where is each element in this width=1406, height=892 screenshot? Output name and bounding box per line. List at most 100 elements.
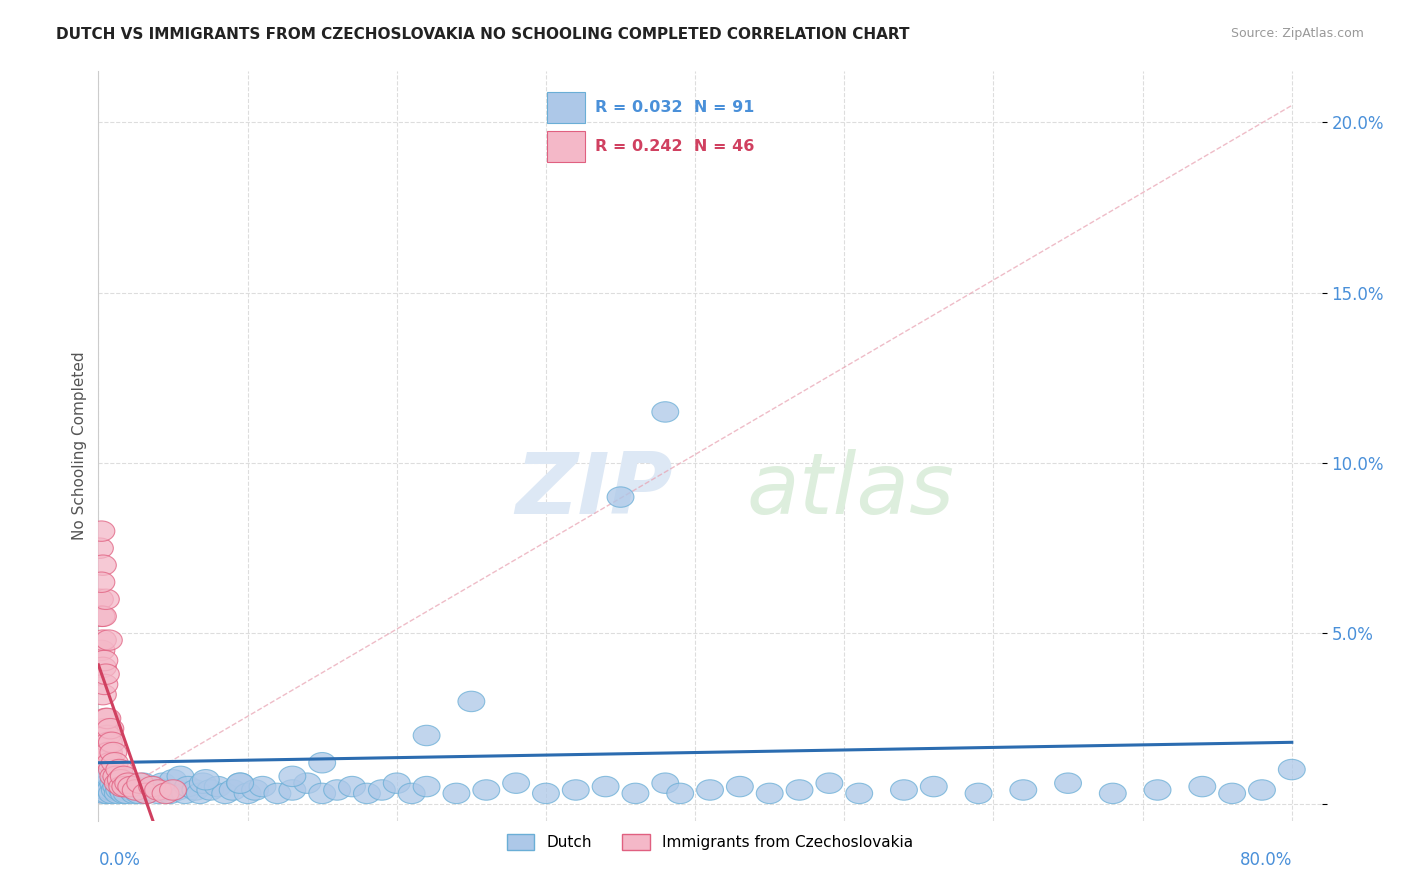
- Ellipse shape: [89, 606, 115, 626]
- Ellipse shape: [93, 664, 120, 684]
- Ellipse shape: [226, 773, 253, 793]
- Ellipse shape: [107, 770, 134, 790]
- Ellipse shape: [226, 773, 253, 793]
- Ellipse shape: [93, 780, 120, 800]
- Ellipse shape: [1249, 780, 1275, 800]
- Text: DUTCH VS IMMIGRANTS FROM CZECHOSLOVAKIA NO SCHOOLING COMPLETED CORRELATION CHART: DUTCH VS IMMIGRANTS FROM CZECHOSLOVAKIA …: [56, 27, 910, 42]
- Ellipse shape: [165, 780, 191, 800]
- Ellipse shape: [592, 776, 619, 797]
- Ellipse shape: [108, 780, 136, 800]
- Ellipse shape: [921, 776, 948, 797]
- Ellipse shape: [607, 487, 634, 508]
- Ellipse shape: [91, 674, 118, 695]
- Ellipse shape: [89, 640, 115, 661]
- Ellipse shape: [121, 783, 148, 804]
- Ellipse shape: [89, 521, 115, 541]
- Ellipse shape: [105, 759, 132, 780]
- Ellipse shape: [139, 776, 166, 797]
- Ellipse shape: [149, 773, 176, 793]
- Ellipse shape: [90, 555, 117, 575]
- Ellipse shape: [696, 780, 724, 800]
- Ellipse shape: [353, 783, 381, 804]
- Ellipse shape: [110, 783, 138, 804]
- Ellipse shape: [104, 783, 131, 804]
- Ellipse shape: [90, 776, 117, 797]
- Ellipse shape: [197, 780, 224, 800]
- Ellipse shape: [187, 783, 214, 804]
- Ellipse shape: [87, 538, 114, 558]
- Ellipse shape: [562, 780, 589, 800]
- Ellipse shape: [398, 783, 425, 804]
- Ellipse shape: [846, 783, 873, 804]
- Ellipse shape: [94, 783, 121, 804]
- Ellipse shape: [533, 783, 560, 804]
- Ellipse shape: [90, 684, 117, 705]
- Text: 80.0%: 80.0%: [1240, 851, 1292, 869]
- Ellipse shape: [235, 783, 262, 804]
- Ellipse shape: [294, 773, 321, 793]
- Ellipse shape: [98, 783, 125, 804]
- Ellipse shape: [107, 766, 134, 787]
- Legend: Dutch, Immigrants from Czechoslovakia: Dutch, Immigrants from Czechoslovakia: [499, 827, 921, 858]
- Ellipse shape: [204, 776, 231, 797]
- Ellipse shape: [339, 776, 366, 797]
- Ellipse shape: [219, 780, 246, 800]
- Ellipse shape: [890, 780, 917, 800]
- Ellipse shape: [100, 773, 127, 793]
- Ellipse shape: [122, 776, 149, 797]
- Ellipse shape: [115, 773, 142, 793]
- Y-axis label: No Schooling Completed: No Schooling Completed: [72, 351, 87, 541]
- Ellipse shape: [1219, 783, 1246, 804]
- Ellipse shape: [93, 589, 120, 609]
- Ellipse shape: [1144, 780, 1171, 800]
- Text: atlas: atlas: [747, 450, 955, 533]
- Ellipse shape: [101, 753, 128, 773]
- Text: ZIP: ZIP: [516, 450, 673, 533]
- Ellipse shape: [93, 708, 120, 729]
- Ellipse shape: [98, 759, 125, 780]
- Ellipse shape: [89, 572, 115, 592]
- Ellipse shape: [96, 742, 122, 763]
- Ellipse shape: [323, 780, 350, 800]
- Ellipse shape: [152, 783, 179, 804]
- Ellipse shape: [110, 766, 138, 787]
- Ellipse shape: [122, 780, 149, 800]
- Ellipse shape: [142, 776, 169, 797]
- Ellipse shape: [94, 725, 121, 746]
- Ellipse shape: [815, 773, 842, 793]
- Ellipse shape: [278, 780, 305, 800]
- Ellipse shape: [115, 773, 142, 793]
- Ellipse shape: [112, 776, 139, 797]
- Ellipse shape: [181, 780, 209, 800]
- Ellipse shape: [413, 776, 440, 797]
- Ellipse shape: [278, 766, 305, 787]
- Ellipse shape: [309, 783, 336, 804]
- Ellipse shape: [786, 780, 813, 800]
- Ellipse shape: [167, 766, 194, 787]
- Ellipse shape: [97, 718, 124, 739]
- Ellipse shape: [652, 773, 679, 793]
- Ellipse shape: [965, 783, 993, 804]
- Ellipse shape: [118, 776, 145, 797]
- Ellipse shape: [1278, 759, 1305, 780]
- Ellipse shape: [87, 589, 114, 609]
- Ellipse shape: [90, 630, 117, 650]
- Ellipse shape: [91, 718, 118, 739]
- Ellipse shape: [443, 783, 470, 804]
- Ellipse shape: [104, 773, 131, 793]
- Ellipse shape: [756, 783, 783, 804]
- Ellipse shape: [103, 766, 129, 787]
- Ellipse shape: [666, 783, 693, 804]
- Ellipse shape: [472, 780, 499, 800]
- Ellipse shape: [132, 783, 160, 804]
- Ellipse shape: [264, 783, 291, 804]
- Ellipse shape: [96, 732, 122, 753]
- Ellipse shape: [172, 783, 198, 804]
- Ellipse shape: [132, 783, 160, 804]
- Ellipse shape: [96, 630, 122, 650]
- Ellipse shape: [97, 780, 124, 800]
- Ellipse shape: [727, 776, 754, 797]
- Ellipse shape: [190, 773, 217, 793]
- Ellipse shape: [127, 773, 153, 793]
- Ellipse shape: [152, 780, 179, 800]
